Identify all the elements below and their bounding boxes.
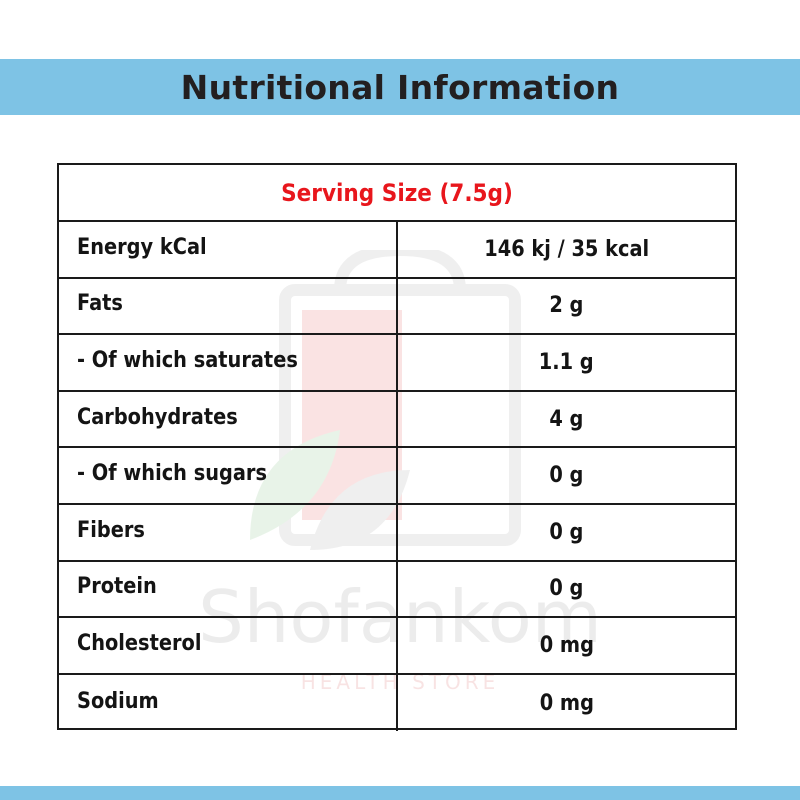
table-row: Carbohydrates 4 g bbox=[59, 391, 735, 449]
nutrient-value: 1.1 g bbox=[539, 349, 594, 375]
page-title: Nutritional Information bbox=[180, 67, 620, 107]
table-row: - Of which saturates 1.1 g bbox=[59, 335, 735, 392]
nutrient-label: Fibers bbox=[59, 504, 398, 560]
table-row: Sodium 0 mg bbox=[59, 674, 735, 732]
nutrient-value: 0 g bbox=[549, 519, 584, 545]
nutrient-value: 146 kj / 35 kcal bbox=[484, 236, 649, 262]
nutrient-label: Energy kCal bbox=[59, 222, 398, 277]
table-row: Fibers 0 g bbox=[59, 504, 735, 562]
nutrient-value: 0 g bbox=[549, 463, 584, 489]
footer-band bbox=[0, 786, 800, 800]
serving-size-row: Serving Size (7.5g) bbox=[59, 165, 735, 222]
nutrient-label: - Of which saturates bbox=[59, 335, 398, 390]
nutrient-value: 0 mg bbox=[539, 690, 594, 716]
nutrient-label: Fats bbox=[59, 278, 398, 334]
serving-size-label: Serving Size (7.5g) bbox=[281, 178, 513, 207]
table-row: Protein 0 g bbox=[59, 561, 735, 619]
nutrient-label: Cholesterol bbox=[59, 618, 398, 673]
nutrient-label: Carbohydrates bbox=[59, 391, 398, 447]
nutrient-label: Sodium bbox=[59, 674, 398, 732]
nutrient-value: 0 mg bbox=[539, 632, 594, 658]
table-row: Fats 2 g bbox=[59, 278, 735, 336]
table-row: Cholesterol 0 mg bbox=[59, 618, 735, 675]
nutrient-value: 4 g bbox=[549, 406, 584, 432]
table-row: Energy kCal 146 kj / 35 kcal bbox=[59, 222, 735, 279]
header-band: Nutritional Information bbox=[0, 59, 800, 115]
table-row: - Of which sugars 0 g bbox=[59, 448, 735, 505]
nutrient-value: 2 g bbox=[549, 293, 584, 319]
nutrient-value: 0 g bbox=[549, 576, 584, 602]
nutrient-label: Protein bbox=[59, 561, 398, 617]
nutrition-table: Serving Size (7.5g) Energy kCal 146 kj /… bbox=[57, 163, 737, 732]
nutrient-label: - Of which sugars bbox=[59, 448, 398, 503]
